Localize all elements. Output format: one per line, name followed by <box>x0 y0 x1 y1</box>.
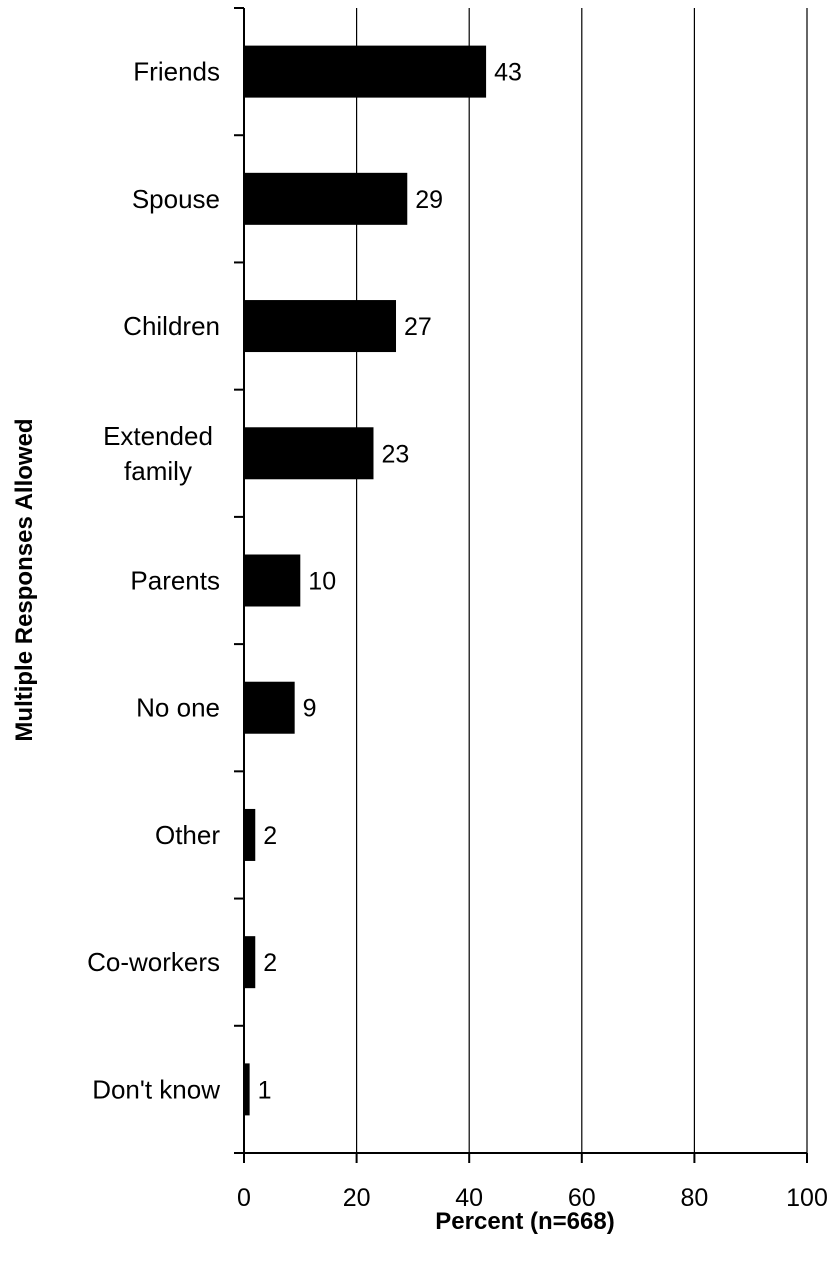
data-label: 2 <box>263 822 277 850</box>
category-label: Don't know <box>92 1074 220 1104</box>
category-label: Parents <box>130 566 220 596</box>
category-label: Co-workers <box>87 947 220 977</box>
category-label-line: Children <box>123 311 220 341</box>
category-label: Children <box>123 311 220 341</box>
x-tick-label: 40 <box>455 1184 483 1212</box>
data-label: 43 <box>494 59 522 87</box>
axes <box>234 7 808 1163</box>
category-label-line: Other <box>155 820 220 850</box>
y-axis-title: Multiple Responses Allowed <box>11 418 38 741</box>
bar <box>244 554 301 607</box>
gridlines <box>356 8 808 1153</box>
category-label: Other <box>155 820 220 850</box>
x-tick-label: 20 <box>343 1184 371 1212</box>
x-tick-label: 80 <box>680 1184 708 1212</box>
category-label: No one <box>136 693 220 723</box>
data-label: 1 <box>258 1076 272 1104</box>
data-labels: 43 29 27 23 10 9 2 2 1 <box>258 59 522 1105</box>
data-label: 27 <box>404 313 432 341</box>
x-axis-title: Percent (n=668) <box>435 1208 614 1235</box>
data-label: 29 <box>415 186 443 214</box>
x-tick-label: 0 <box>237 1184 251 1212</box>
bar <box>244 45 487 98</box>
data-label: 9 <box>303 695 317 723</box>
bar <box>244 427 374 480</box>
category-labels: Friends Spouse Children Extended family Paren… <box>87 57 220 1105</box>
category-label-line: Co-workers <box>87 947 220 977</box>
category-label: Spouse <box>132 184 220 214</box>
data-label: 10 <box>308 568 336 596</box>
bar <box>244 172 408 225</box>
category-label-line: family <box>124 456 192 486</box>
category-label-line: Extended <box>103 421 213 451</box>
x-tick-label: 100 <box>786 1184 828 1212</box>
category-label-line: Parents <box>130 566 220 596</box>
bars <box>244 45 487 1116</box>
bar <box>244 936 256 989</box>
data-label: 2 <box>263 949 277 977</box>
category-label-line: Spouse <box>132 184 220 214</box>
x-tick-labels: 0 20 40 60 80 100 <box>237 1184 828 1212</box>
data-label: 23 <box>381 440 409 468</box>
bar <box>244 1063 250 1116</box>
category-label-line: Friends <box>133 57 220 87</box>
category-label: Extended family <box>103 421 213 486</box>
bar <box>244 300 397 353</box>
bar <box>244 808 256 861</box>
bar <box>244 681 295 734</box>
x-tick-label: 60 <box>568 1184 596 1212</box>
category-label: Friends <box>133 57 220 87</box>
category-label-line: Don't know <box>92 1074 220 1104</box>
category-label-line: No one <box>136 693 220 723</box>
